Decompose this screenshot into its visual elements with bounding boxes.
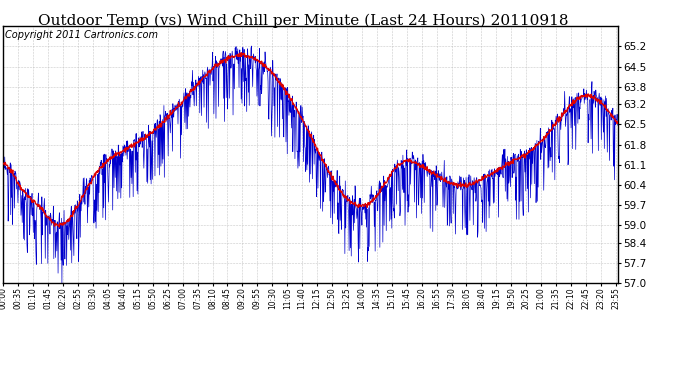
Text: Outdoor Temp (vs) Wind Chill per Minute (Last 24 Hours) 20110918: Outdoor Temp (vs) Wind Chill per Minute … bbox=[39, 13, 569, 27]
Text: Copyright 2011 Cartronics.com: Copyright 2011 Cartronics.com bbox=[5, 30, 158, 40]
